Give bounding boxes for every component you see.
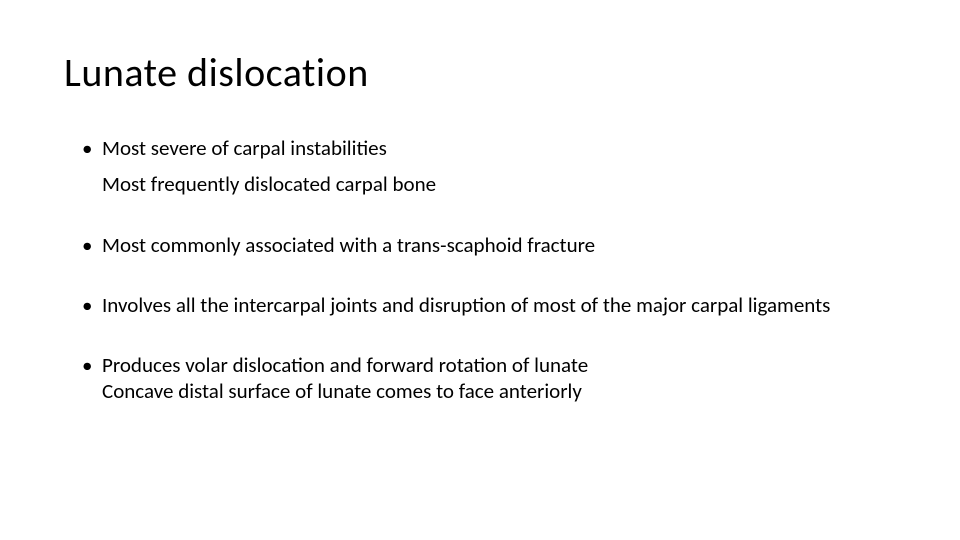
bullet-subtext: Most frequently dislocated carpal bone — [102, 171, 896, 197]
bullet-list: Most severe of carpal instabilities Most… — [64, 135, 896, 405]
bullet-text: Produces volar dislocation and forward r… — [102, 352, 588, 378]
slide-title: Lunate dislocation — [64, 48, 896, 97]
list-item: Produces volar dislocation and forward r… — [82, 352, 896, 405]
slide: Lunate dislocation Most severe of carpal… — [0, 0, 960, 540]
bullet-text: Most severe of carpal instabilities — [102, 135, 387, 161]
list-item: Involves all the intercarpal joints and … — [82, 292, 896, 318]
bullet-text: Involves all the intercarpal joints and … — [102, 292, 830, 318]
list-item: Most commonly associated with a trans-sc… — [82, 232, 896, 258]
bullet-subtext: Concave distal surface of lunate comes t… — [102, 378, 582, 404]
list-item: Most severe of carpal instabilities Most… — [82, 135, 896, 198]
bullet-text: Most commonly associated with a trans-sc… — [102, 232, 595, 258]
